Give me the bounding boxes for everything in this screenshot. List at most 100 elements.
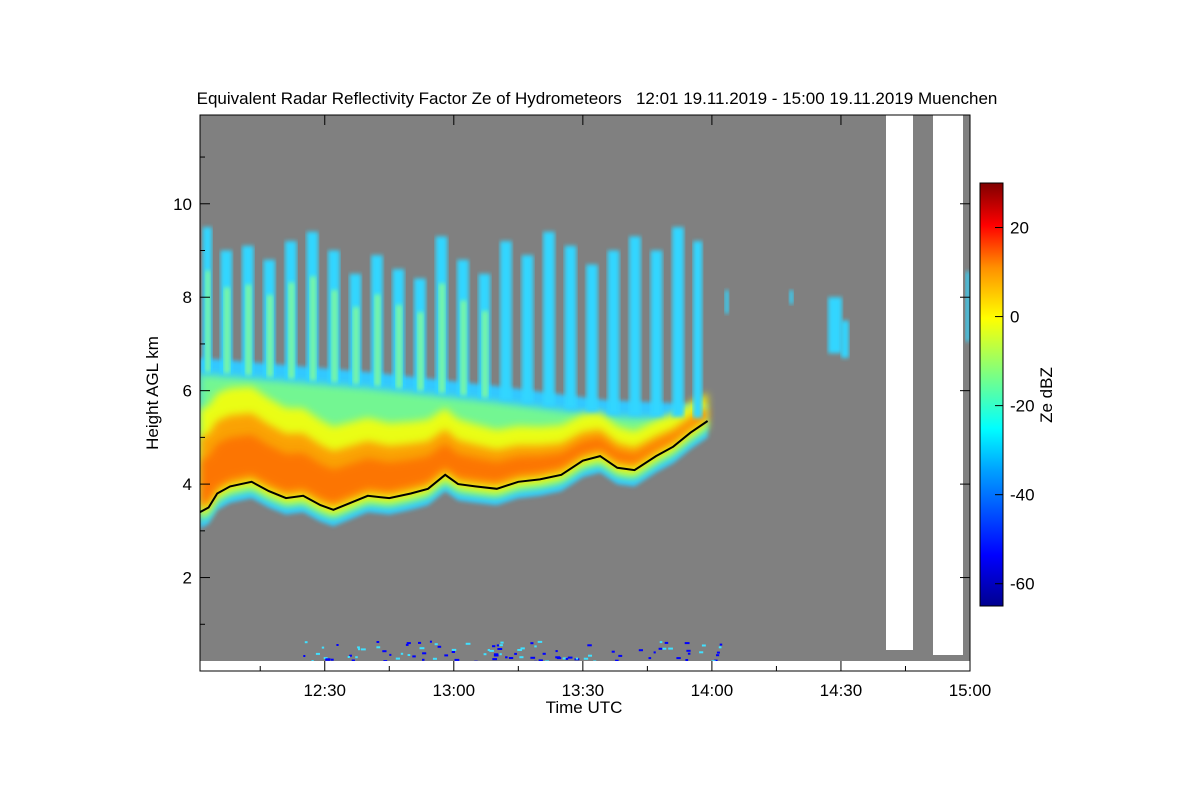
clutter-speck (454, 658, 460, 661)
clutter-speck (418, 641, 422, 644)
clutter-speck (668, 647, 673, 650)
fall-streak (672, 227, 684, 417)
clutter-speck (520, 647, 525, 650)
clutter-speck (575, 657, 579, 660)
colorbar-tick-label: -40 (1010, 486, 1035, 505)
fall-streak-core (374, 294, 381, 386)
clutter-speck (304, 641, 308, 644)
fall-streak-core (438, 283, 446, 393)
clutter-speck (422, 652, 427, 655)
x-tick-label: 13:00 (433, 681, 476, 700)
isolated-echo (965, 271, 970, 342)
missing-strip (933, 115, 963, 655)
fall-streak (629, 236, 641, 415)
y-tick-label: 6 (183, 382, 192, 401)
x-tick-label: 15:00 (949, 681, 992, 700)
clutter-speck (687, 652, 691, 655)
colorbar-title: Ze dBZ (1037, 367, 1056, 423)
colorbar: -60 -40 -20 0 20 Ze dBZ (979, 182, 1056, 607)
fall-streak-core (331, 290, 338, 383)
clutter-speck (719, 643, 723, 646)
clutter-speck (465, 642, 471, 645)
x-axis-title: Time UTC (546, 698, 623, 717)
clutter-speck (519, 656, 524, 659)
y-tick-label: 4 (183, 475, 192, 494)
clutter-speck (514, 652, 517, 655)
clutter-speck (638, 649, 643, 652)
plot-frame (199, 114, 971, 672)
clutter-speck (567, 656, 573, 659)
clutter-speck (360, 648, 366, 651)
isolated-echo (840, 320, 849, 358)
clutter-speck (323, 657, 328, 660)
clutter-speck (497, 648, 503, 650)
isolated-echo (724, 290, 729, 314)
x-tick-label: 14:30 (820, 681, 863, 700)
fall-streak-core (205, 270, 211, 372)
clutter-speck (555, 650, 558, 653)
y-axis-title: Height AGL km (143, 336, 162, 450)
clutter-speck (611, 650, 615, 653)
clutter-speck (499, 644, 503, 647)
y-tick-label: 10 (173, 195, 192, 214)
clutter-speck (676, 657, 681, 660)
fall-streak-core (481, 311, 489, 398)
fall-streak (564, 245, 577, 409)
clutter-speck (406, 642, 411, 645)
y-axis: 2 4 6 8 10 (173, 156, 970, 625)
clutter-speck (716, 651, 720, 654)
clutter-speck (615, 659, 619, 662)
clutter-speck (664, 641, 669, 644)
reflectivity-field (200, 115, 970, 671)
clutter-speck (718, 646, 722, 649)
clutter-speck (496, 644, 500, 647)
clutter-speck (686, 649, 691, 652)
colorbar-tick-label: 0 (1010, 308, 1019, 327)
clutter-speck (562, 657, 567, 660)
clutter-speck (389, 653, 392, 656)
clutter-speck (382, 650, 387, 653)
clutter-speck (658, 647, 663, 650)
colorbar-tick-label: 20 (1010, 219, 1029, 238)
clutter-speck (395, 657, 401, 660)
x-axis: 12:30 13:00 13:30 14:00 14:30 15:00 (259, 115, 992, 700)
clutter-speck (376, 641, 380, 643)
clutter-speck (499, 653, 502, 656)
fall-streak-core (223, 287, 231, 374)
upper-cloud-patches (202, 227, 970, 418)
clutter-speck (555, 656, 561, 659)
fall-streak-core (266, 294, 274, 378)
clutter-speck (315, 652, 320, 655)
clutter-speck (451, 651, 456, 653)
fall-streak-core (395, 304, 403, 389)
isolated-echo (828, 297, 843, 354)
clutter-speck (659, 641, 663, 644)
clutter-speck (357, 646, 360, 649)
clutter-speck (429, 640, 432, 643)
clutter-speck (358, 648, 361, 651)
clutter-speck (422, 658, 425, 661)
missing-strip (886, 115, 913, 650)
y-tick-label: 8 (183, 288, 192, 307)
fall-streak (521, 255, 534, 403)
clutter-speck (530, 656, 536, 659)
clutter-speck (534, 645, 537, 648)
fall-streak-core (288, 282, 295, 379)
clutter-speck (492, 645, 496, 648)
clutter-speck (565, 657, 569, 660)
clutter-speck (716, 654, 720, 657)
clutter-speck (303, 655, 306, 657)
x-tick-label: 13:30 (562, 681, 605, 700)
clutter-speck (684, 642, 690, 645)
missing-strip (200, 661, 970, 671)
clutter-speck (434, 643, 438, 646)
isolated-echo (789, 290, 794, 305)
clutter-speck (618, 654, 623, 657)
clutter-speck (407, 654, 411, 656)
clutter-speck (355, 656, 358, 659)
clutter-speck (493, 653, 499, 656)
missing-data-strips (200, 115, 970, 671)
clutter-speck (376, 646, 381, 649)
clutter-speck (517, 649, 523, 651)
clutter-speck (347, 656, 350, 658)
